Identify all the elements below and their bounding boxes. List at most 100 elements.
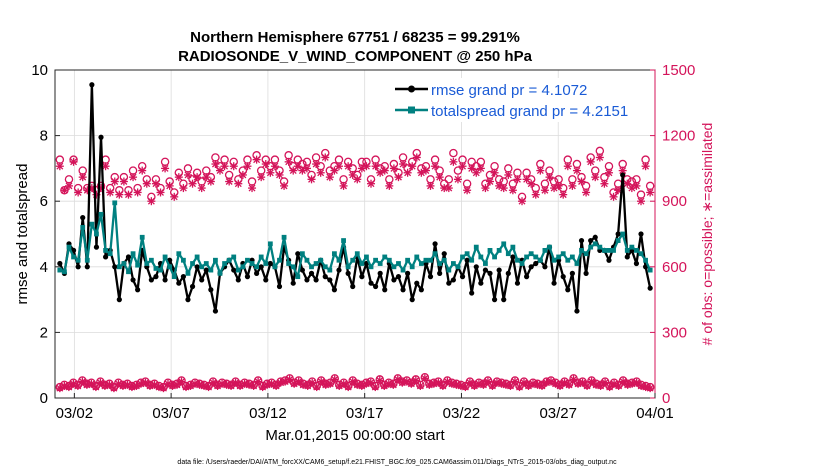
asterisk-stroke	[344, 162, 352, 170]
asterisk-stroke	[119, 382, 127, 390]
asterisk-stroke	[633, 379, 641, 387]
totalspread-point	[277, 257, 282, 263]
possible-marker	[453, 166, 463, 175]
rmse-point	[478, 280, 484, 286]
assimilated-marker	[339, 181, 348, 190]
asterisk-stroke	[513, 175, 521, 183]
assimilated-marker	[151, 179, 160, 188]
asterisk-stroke	[151, 381, 158, 389]
asterisk-stroke	[422, 167, 430, 175]
asterisk-stroke	[173, 381, 181, 389]
asterisk-stroke	[137, 380, 145, 388]
assimilated-bottom-marker	[312, 383, 321, 392]
assimilated-marker	[408, 162, 417, 171]
totalspread-point	[318, 257, 324, 263]
asterisk-stroke	[389, 381, 397, 389]
asterisk-stroke	[637, 197, 645, 205]
assimilated-bottom-marker	[596, 381, 605, 390]
rmse-point	[162, 277, 168, 283]
assimilated-marker	[312, 160, 321, 169]
totalspread-point	[267, 241, 273, 247]
assimilated-marker	[316, 168, 325, 177]
asterisk-stroke	[280, 182, 288, 190]
rmse-point	[176, 280, 182, 286]
totalspread-point	[483, 261, 488, 266]
asterisk-stroke	[209, 379, 217, 387]
asterisk-stroke	[619, 378, 627, 386]
asterisk-stroke	[331, 375, 339, 383]
totalspread-point	[583, 251, 589, 257]
asterisk-stroke	[230, 162, 238, 170]
totalspread-point	[615, 238, 621, 243]
asterisk-stroke	[189, 180, 197, 188]
assimilated-marker	[572, 166, 581, 175]
totalspread-point	[57, 267, 63, 273]
assimilated-marker	[142, 179, 151, 188]
assimilated-bottom-marker	[222, 380, 231, 389]
asterisk-stroke	[367, 379, 375, 387]
rmse-point	[331, 287, 338, 293]
totalspread-point	[450, 261, 456, 266]
assimilated-bottom-marker	[479, 380, 488, 389]
asterisk-stroke	[266, 169, 274, 177]
totalspread-point	[144, 261, 150, 266]
assimilated-marker	[119, 177, 128, 186]
asterisk-stroke	[427, 182, 434, 190]
legend-spread-marker	[408, 106, 415, 114]
rmse-point	[372, 283, 379, 290]
assimilated-bottom-marker	[632, 378, 641, 387]
asterisk-stroke	[523, 175, 531, 183]
assimilated-bottom-marker	[344, 383, 353, 392]
assimilated-marker	[527, 179, 536, 188]
assimilated-bottom-marker	[438, 381, 447, 390]
asterisk-stroke	[574, 380, 582, 388]
assimilated-bottom-marker	[254, 377, 263, 386]
asterisk-stroke	[134, 188, 142, 196]
assimilated-marker	[334, 162, 343, 171]
asterisk-stroke	[271, 162, 279, 170]
totalspread-point	[588, 244, 594, 250]
asterisk-stroke	[394, 375, 402, 383]
asterisk-stroke	[573, 167, 581, 175]
totalspread-point	[103, 248, 109, 253]
asterisk-stroke	[561, 379, 569, 387]
assimilated-marker	[243, 162, 252, 171]
rmse-point	[84, 264, 90, 270]
asterisk-stroke	[129, 173, 137, 181]
rmse-point	[395, 274, 402, 280]
asterisk-stroke	[367, 180, 375, 188]
rmse-point	[276, 283, 283, 290]
asterisk-stroke	[425, 381, 433, 389]
asterisk-stroke	[541, 186, 549, 194]
asterisk-stroke	[147, 197, 155, 205]
rmse-point	[93, 244, 100, 250]
rmse-point	[258, 264, 264, 270]
assimilated-marker	[179, 184, 188, 193]
totalspread-point	[569, 254, 575, 260]
assimilated-marker	[595, 153, 604, 162]
totalspread-point	[606, 248, 612, 253]
rmse-point	[638, 231, 644, 237]
totalspread-point	[171, 274, 177, 280]
totalspread-point	[162, 254, 168, 260]
asterisk-stroke	[335, 162, 343, 170]
asterisk-stroke	[486, 178, 494, 185]
assimilated-bottom-marker	[416, 381, 425, 390]
asterisk-stroke	[175, 173, 183, 181]
asterisk-stroke	[407, 380, 415, 388]
rmse-point	[103, 254, 109, 260]
assimilated-bottom-marker	[249, 381, 258, 390]
assimilated-bottom-marker	[556, 381, 565, 390]
totalspread-point	[423, 257, 429, 263]
totalspread-point	[551, 257, 557, 263]
totalspread-point	[258, 254, 264, 260]
asterisk-stroke	[262, 160, 270, 168]
totalspread-point	[473, 244, 479, 250]
rmse-point	[405, 270, 411, 276]
totalspread-point	[222, 261, 227, 266]
assimilated-bottom-marker	[587, 377, 596, 386]
rmse-point	[75, 264, 81, 270]
x-tick-label: 03/22	[443, 405, 481, 422]
totalspread-point	[180, 257, 186, 263]
